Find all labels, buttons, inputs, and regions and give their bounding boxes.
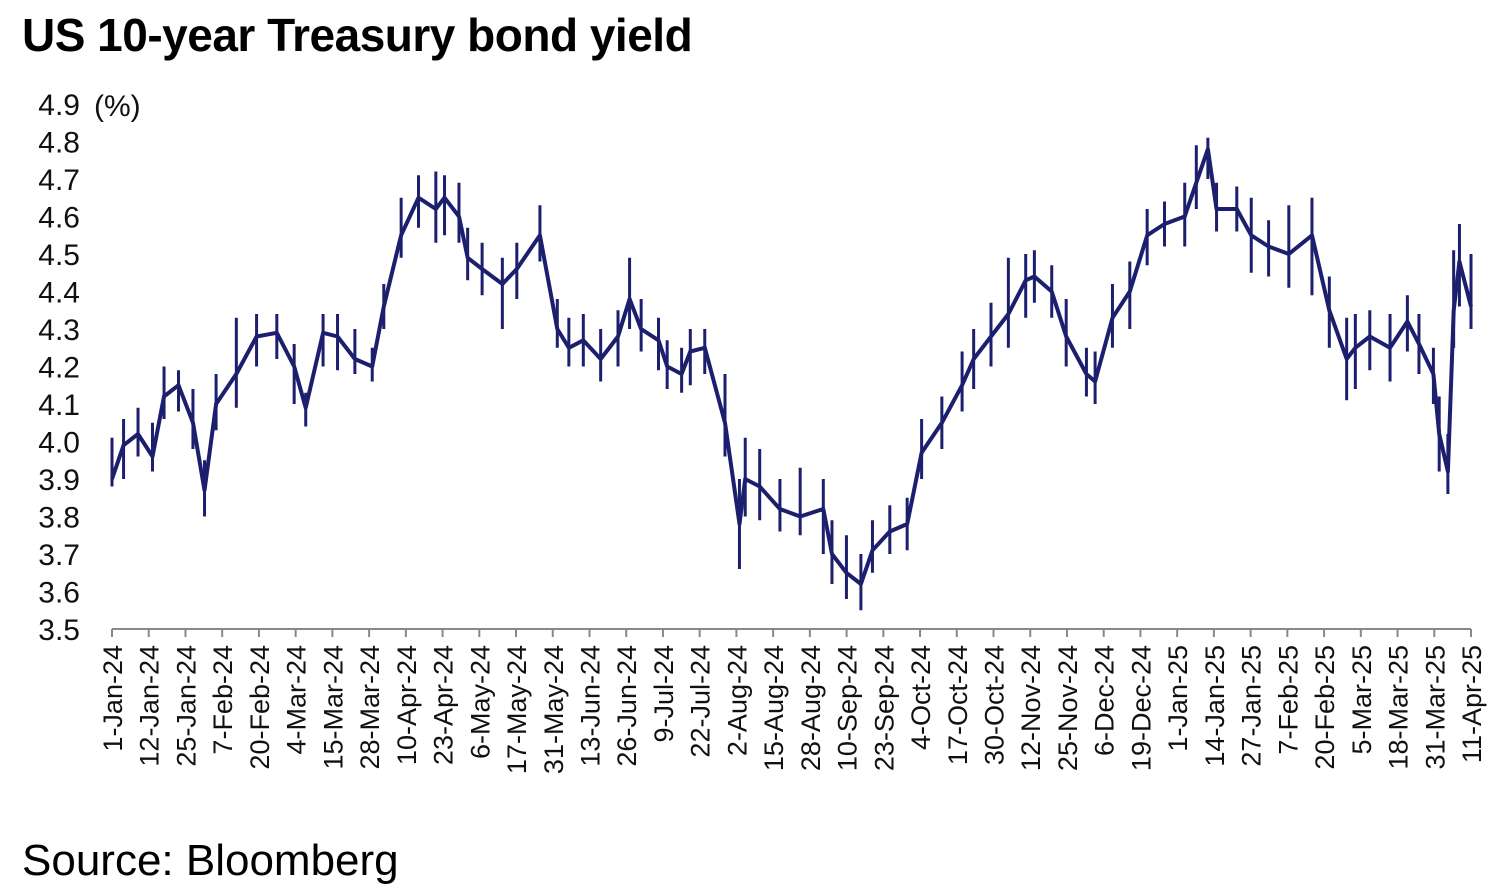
x-tick-label: 7-Feb-24 (208, 645, 238, 755)
x-tick-label: 27-Jan-25 (1237, 645, 1267, 767)
x-tick-label: 10-Apr-24 (392, 645, 422, 765)
x-tick-label: 6-May-24 (465, 645, 495, 759)
y-tick-label: 3.7 (38, 539, 80, 572)
x-tick-label: 28-Mar-24 (355, 645, 385, 770)
y-tick-label: 4.2 (38, 352, 80, 385)
x-tick-label: 25-Jan-24 (171, 645, 201, 767)
x-tick-label: 28-Aug-24 (796, 645, 826, 771)
y-tick-label: 4.0 (38, 427, 80, 460)
x-tick-label: 23-Apr-24 (429, 645, 459, 765)
x-tick-label: 31-May-24 (539, 645, 569, 774)
x-tick-label: 7-Feb-25 (1273, 645, 1303, 755)
y-tick-label: 4.3 (38, 314, 80, 347)
x-tick-label: 12-Jan-24 (135, 645, 165, 767)
x-tick-label: 6-Dec-24 (1090, 645, 1120, 756)
x-tick-label: 17-May-24 (502, 645, 532, 774)
y-tick-label: 3.5 (38, 614, 80, 647)
x-tick-label: 10-Sep-24 (833, 645, 863, 771)
y-tick-label: 3.8 (38, 502, 80, 535)
chart-title: US 10-year Treasury bond yield (22, 9, 693, 61)
y-tick-label: 3.6 (38, 577, 80, 610)
y-tick-label: 4.6 (38, 202, 80, 235)
y-tick-label: 4.1 (38, 389, 80, 422)
x-tick-label: 4-Mar-24 (282, 645, 312, 755)
y-tick-label: 3.9 (38, 464, 80, 497)
series-layer (110, 137, 1473, 611)
x-tick-label: 31-Mar-25 (1420, 645, 1450, 770)
x-tick-label: 23-Sep-24 (869, 645, 899, 771)
x-tick-label: 14-Jan-25 (1200, 645, 1230, 767)
x-tick-label: 17-Oct-24 (943, 645, 973, 765)
x-tick-label: 15-Mar-24 (318, 645, 348, 770)
yield-series-line (110, 147, 1473, 586)
x-tick-label: 30-Oct-24 (980, 645, 1010, 765)
y-axis-unit-label: (%) (94, 90, 141, 123)
x-tick-label: 19-Dec-24 (1126, 645, 1156, 771)
x-tick-label: 12-Nov-24 (1016, 645, 1046, 771)
y-tick-label: 4.8 (38, 127, 80, 160)
x-tick-label: 1-Jan-25 (1163, 645, 1193, 752)
x-tick-label: 1-Jan-24 (98, 645, 128, 752)
x-tick-label: 20-Feb-24 (245, 645, 275, 770)
x-tick-label: 5-Mar-25 (1347, 645, 1377, 755)
source-note: Source: Bloomberg (22, 836, 399, 885)
x-tick-label: 9-Jul-24 (649, 645, 679, 743)
y-axis: 3.5 3.6 3.7 3.8 3.9 4.0 4.1 4.2 4.3 4.4 4.5 4.6 4.7 4… (38, 89, 80, 647)
x-tick-label: 25-Nov-24 (1053, 645, 1083, 771)
x-tick-label: 15-Aug-24 (759, 645, 789, 771)
x-tick-label: 4-Oct-24 (906, 645, 936, 750)
x-tick-label: 22-Jul-24 (686, 645, 716, 758)
y-tick-label: 4.7 (38, 164, 80, 197)
x-tick-label: 18-Mar-25 (1384, 645, 1414, 770)
x-tick-label: 11-Apr-25 (1457, 645, 1487, 763)
y-tick-label: 4.9 (38, 89, 80, 122)
x-tick-label: 20-Feb-25 (1310, 645, 1340, 770)
x-tick-label: 2-Aug-24 (722, 645, 752, 756)
y-tick-label: 4.5 (38, 239, 80, 272)
x-axis: 1-Jan-24 12-Jan-24 25-Jan-24 7-Feb-24 20-Feb… (98, 628, 1487, 774)
x-tick-label: 13-Jun-24 (575, 645, 605, 767)
x-tick-label: 26-Jun-24 (612, 645, 642, 767)
y-tick-label: 4.4 (38, 277, 80, 310)
